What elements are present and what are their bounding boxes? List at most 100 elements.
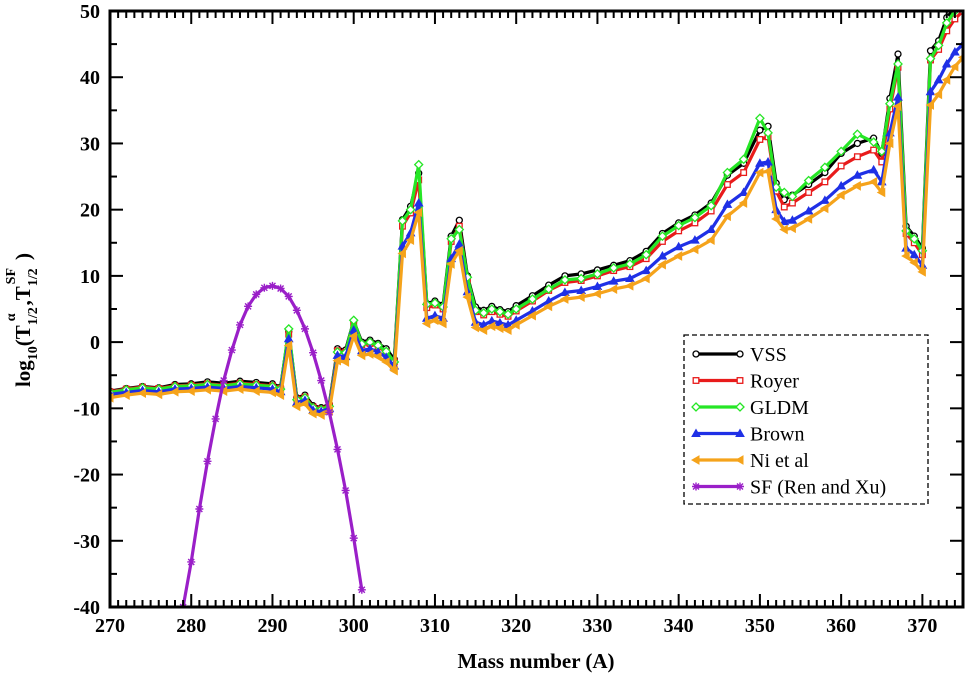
- data-point-gldm: [787, 191, 798, 202]
- data-point-ni-et-al: [462, 292, 471, 302]
- data-point-ni-et-al: [413, 207, 423, 218]
- legend-item-royer: Royer: [692, 371, 799, 393]
- data-point-brown: [763, 156, 773, 166]
- data-point-ni-et-al: [316, 410, 325, 420]
- legend-marker-gldm: [691, 402, 701, 412]
- data-point-ni-et-al: [925, 100, 935, 110]
- data-point-sf-ren-and-xu: [357, 585, 366, 594]
- data-point-ni-et-al: [836, 190, 845, 200]
- x-tick-label-310: 310: [420, 615, 450, 637]
- data-point-brown: [779, 216, 790, 226]
- data-point-ni-et-al: [446, 259, 455, 269]
- data-point-ni-et-al: [121, 390, 130, 400]
- data-point-royer: [805, 188, 813, 196]
- data-point-brown: [755, 158, 765, 167]
- data-point-ni-et-al: [364, 349, 374, 359]
- data-point-ni-et-al: [340, 357, 350, 367]
- data-point-sf-ren-and-xu: [195, 504, 204, 513]
- data-point-ni-et-al: [486, 321, 496, 332]
- data-point-gldm: [283, 323, 294, 334]
- data-point-gldm: [909, 233, 920, 244]
- legend-item-gldm: GLDM: [691, 397, 809, 419]
- data-point-gldm: [405, 204, 416, 215]
- data-point-ni-et-al: [494, 323, 504, 334]
- legend: VSS Royer GLDM Brown Ni et al SF (Ren and Xu): [683, 334, 929, 505]
- data-point-ni-et-al: [356, 350, 366, 361]
- data-point-ni-et-al: [941, 75, 951, 85]
- x-tick-label-360: 360: [826, 615, 856, 637]
- data-point-sf-ren-and-xu: [244, 302, 253, 311]
- data-point-gldm: [852, 129, 863, 140]
- series-layer: [110, 11, 963, 607]
- legend-label-sf-ren-and-xu: SF (Ren and Xu): [750, 477, 886, 499]
- data-point-gldm: [779, 187, 790, 198]
- data-point-ni-et-al: [527, 310, 536, 321]
- data-point-gldm: [884, 98, 895, 109]
- data-point-brown: [933, 74, 944, 84]
- data-point-ni-et-al: [429, 315, 439, 326]
- data-point-ni-et-al: [332, 355, 341, 366]
- legend-label-brown: Brown: [750, 424, 804, 446]
- data-point-ni-et-al: [909, 257, 918, 268]
- data-point-gldm: [893, 59, 903, 69]
- data-point-sf-ren-and-xu: [227, 346, 236, 355]
- data-point-brown: [283, 333, 294, 343]
- data-point-ni-et-al: [438, 318, 447, 329]
- data-point-sf-ren-and-xu: [349, 534, 358, 543]
- data-point-ni-et-al: [348, 331, 358, 342]
- data-point-sf-ren-and-xu: [211, 414, 220, 423]
- data-point-ni-et-al: [884, 138, 894, 149]
- data-point-ni-et-al: [299, 398, 309, 409]
- legend-marker-royer: [736, 377, 744, 384]
- data-point-sf-ren-and-xu: [219, 376, 228, 385]
- data-point-brown: [608, 276, 619, 285]
- data-point-royer: [821, 178, 829, 186]
- data-point-royer: [853, 153, 861, 161]
- y-tick-label-20: 20: [80, 200, 100, 222]
- y-axis-label: log10(T1/2α,T1/2SF): [4, 253, 41, 387]
- data-point-ni-et-al: [608, 284, 618, 294]
- data-point-ni-et-al: [641, 273, 650, 284]
- data-point-royer: [756, 136, 764, 143]
- data-point-sf-ren-and-xu: [333, 445, 342, 454]
- data-point-sf-ren-and-xu: [341, 486, 350, 495]
- data-point-ni-et-al: [754, 167, 764, 178]
- data-point-brown: [909, 249, 920, 259]
- data-point-ni-et-al: [933, 89, 943, 100]
- data-point-gldm: [925, 53, 936, 64]
- legend-box: [683, 334, 929, 505]
- data-point-ni-et-al: [673, 251, 683, 261]
- data-point-ni-et-al: [454, 245, 463, 256]
- data-point-brown: [592, 281, 603, 290]
- data-point-ni-et-al: [275, 390, 285, 400]
- data-point-sf-ren-and-xu: [260, 283, 269, 292]
- y-tick-label-0: 0: [90, 332, 100, 354]
- ticks-layer: [109, 10, 964, 608]
- data-point-vss: [455, 216, 463, 224]
- data-point-brown: [893, 92, 903, 101]
- data-point-ni-et-al: [373, 351, 382, 362]
- data-point-ni-et-al: [186, 386, 195, 396]
- data-point-brown: [950, 47, 960, 56]
- data-point-sf-ren-and-xu: [309, 348, 318, 357]
- data-point-ni-et-al: [876, 187, 886, 198]
- series-ni-et-al: [110, 54, 963, 420]
- data-point-gldm: [876, 146, 887, 157]
- x-tick-label-340: 340: [664, 615, 694, 637]
- data-point-gldm: [495, 306, 505, 317]
- legend-label-ni-et-al: Ni et al: [750, 450, 809, 472]
- data-point-ni-et-al: [169, 386, 179, 397]
- data-point-sf-ren-and-xu: [187, 557, 196, 566]
- legend-item-vss: VSS: [692, 344, 787, 366]
- data-point-brown: [690, 235, 700, 244]
- data-point-vss: [853, 139, 862, 148]
- data-point-brown: [836, 180, 847, 190]
- data-point-sf-ren-and-xu: [284, 292, 293, 301]
- data-point-sf-ren-and-xu: [292, 306, 301, 315]
- data-point-brown: [738, 187, 749, 196]
- data-point-gldm: [836, 146, 847, 157]
- data-point-gldm: [933, 40, 944, 51]
- data-point-ni-et-al: [202, 384, 211, 395]
- data-point-ni-et-al: [763, 166, 772, 177]
- data-point-brown: [348, 325, 359, 334]
